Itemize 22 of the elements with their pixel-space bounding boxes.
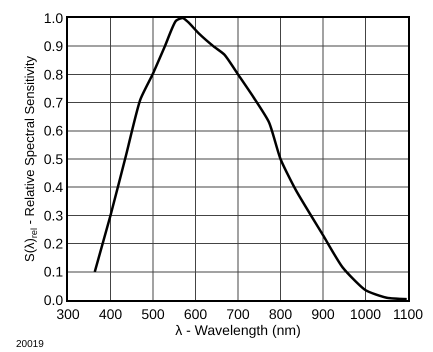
y-tick-label: 0.9	[44, 38, 64, 54]
x-tick-label: 500	[141, 306, 165, 322]
x-tick-label: 400	[98, 306, 122, 322]
x-tick-label: 700	[226, 306, 250, 322]
y-tick-label: 0.6	[44, 122, 64, 139]
y-tick-label: 0.5	[44, 150, 64, 167]
y-tick-label: 0.7	[44, 94, 64, 110]
x-tick-label: 800	[268, 306, 292, 322]
x-tick-label: 600	[184, 306, 208, 322]
x-axis-title: λ - Wavelength (nm)	[175, 322, 301, 338]
y-tick-label: 0.0	[44, 292, 64, 308]
text: 20019	[16, 339, 44, 350]
y-tick-label: 0.2	[44, 236, 64, 252]
y-tick-label: 1.0	[44, 10, 64, 26]
y-tick-label: 0.1	[44, 264, 64, 280]
x-tick-label: 900	[311, 306, 335, 322]
x-tick-label: 1100	[392, 306, 424, 322]
y-tick-label: 0.8	[44, 66, 64, 82]
y-tick-label: 0.4	[44, 179, 64, 196]
y-tick-label: 0.3	[44, 207, 64, 224]
x-tick-label: 300	[56, 306, 80, 322]
x-tick-label: 1000	[350, 306, 382, 322]
